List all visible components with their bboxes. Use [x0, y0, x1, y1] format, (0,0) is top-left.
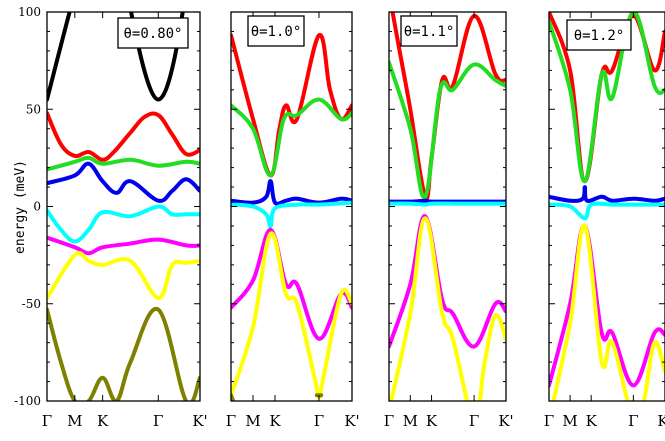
band-yellow-6 — [551, 223, 665, 401]
angle-annotation: θ=1.2° — [574, 28, 625, 44]
band-blue-3 — [231, 179, 352, 206]
x-tick-label: Γ — [469, 412, 479, 430]
band-green-2 — [231, 97, 352, 178]
band-cyan-5 — [47, 204, 200, 244]
y-axis-label: energy (meV) — [13, 160, 28, 254]
angle-annotation-box — [566, 19, 632, 51]
x-tick-label: K — [269, 412, 281, 430]
x-tick-label: K — [586, 412, 598, 430]
x-tick-label: M — [562, 412, 577, 430]
y-tick-label: 0 — [33, 200, 41, 214]
band-yellow-6 — [389, 216, 506, 401]
x-tick-label: K — [97, 412, 109, 430]
x-tick-label: K' — [498, 412, 513, 430]
band-red-1 — [231, 33, 352, 178]
band-magenta-5 — [549, 223, 665, 388]
angle-annotation-box — [247, 15, 305, 47]
x-tick-label: M — [403, 412, 418, 430]
y-tick-label: -100 — [14, 394, 41, 408]
y-tick-label: 100 — [18, 5, 41, 19]
x-tick-label: Γ — [628, 412, 638, 430]
band-blue-3 — [549, 185, 665, 204]
y-tick-label: 50 — [26, 102, 41, 116]
band-yellow-7 — [47, 251, 200, 300]
band-cyan-4 — [389, 201, 506, 207]
x-tick-label: K' — [192, 412, 207, 430]
band-black-1 — [47, 12, 185, 102]
band-green-2 — [389, 60, 506, 200]
x-tick-label: K' — [344, 412, 359, 430]
angle-annotation-box — [400, 15, 458, 47]
band-magenta-6 — [47, 235, 200, 256]
x-tick-label: Γ — [153, 412, 163, 430]
band-green-3 — [47, 155, 200, 172]
band-cyan-4 — [549, 201, 665, 221]
panel-frame — [46, 11, 201, 402]
band-olive-8 — [47, 307, 200, 401]
angle-annotation-box — [117, 17, 189, 49]
band-magenta-5 — [389, 214, 506, 349]
angle-annotation: θ=1.0° — [251, 24, 302, 40]
x-tick-label: Γ — [314, 412, 324, 430]
band-green-2 — [549, 12, 665, 184]
angle-annotation: θ=1.1° — [404, 24, 455, 40]
band-red-2 — [47, 111, 200, 162]
x-tick-label: M — [245, 412, 260, 430]
x-tick-label: K' — [657, 412, 665, 430]
x-tick-label: Γ — [544, 412, 554, 430]
band-lines — [389, 12, 506, 401]
band-lines — [549, 12, 665, 401]
x-tick-label: Γ — [384, 412, 394, 430]
band-lines — [231, 33, 352, 401]
panel-2: Γ M K Γ K'θ=1.0° — [226, 11, 360, 430]
angle-annotation: θ=0.80° — [123, 26, 182, 42]
x-tick-label: Γ — [226, 412, 236, 430]
band-yellow-6 — [231, 231, 352, 400]
x-tick-label: Γ — [42, 412, 52, 430]
x-tick-label: M — [67, 412, 82, 430]
band-lines — [47, 12, 200, 401]
band-blue-4 — [47, 161, 200, 203]
band-cyan-4 — [231, 200, 352, 229]
x-tick-label: K — [426, 412, 438, 430]
panel-3: Γ M K Γ K'θ=1.1° — [384, 11, 514, 430]
y-tick-label: -50 — [22, 297, 41, 311]
